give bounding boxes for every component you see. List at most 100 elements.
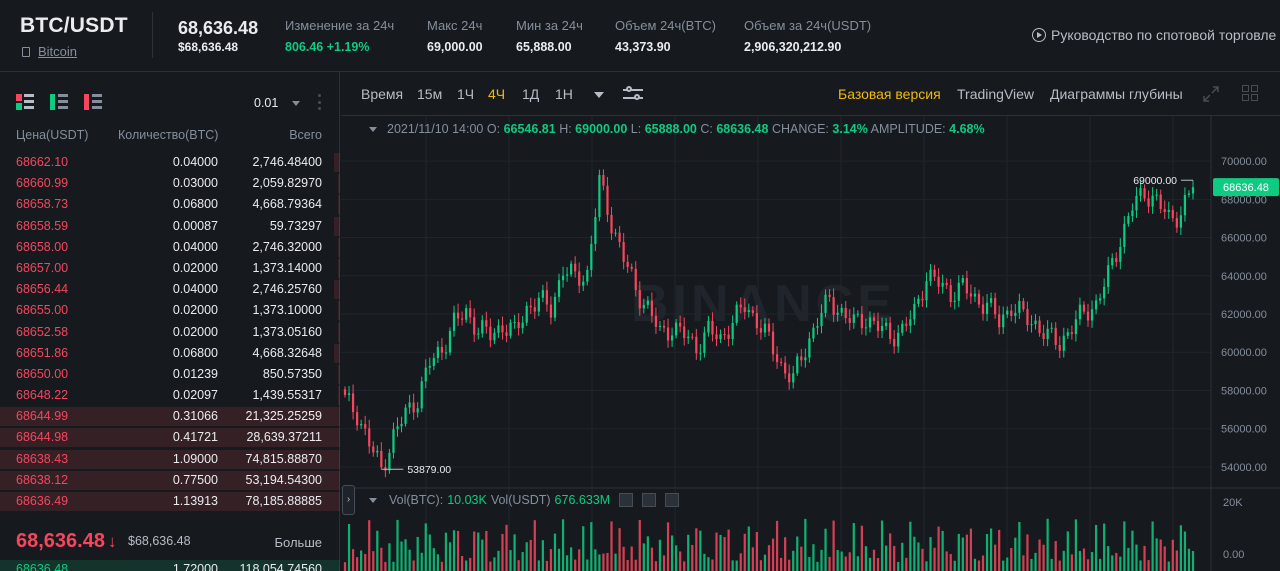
candle-body (675, 322, 678, 336)
volume-bar (1123, 521, 1126, 571)
ask-row[interactable]: 68644.99 0.31066 21,325.25259 (0, 406, 340, 427)
depth-bar (338, 174, 340, 194)
volume-bar (1038, 539, 1041, 571)
volume-bar (1131, 530, 1134, 571)
ohlc-low: 65888.00 (644, 122, 697, 136)
candle-body (941, 282, 944, 287)
volume-bar (634, 559, 637, 571)
volume-axis-label: 0.00 (1223, 549, 1244, 561)
ask-qty: 1.13913 (172, 494, 218, 508)
orderbook-asks-icon[interactable] (84, 94, 102, 110)
more-options-icon[interactable] (318, 94, 321, 110)
volume-bar (945, 551, 948, 571)
ask-row[interactable]: 68657.00 0.02000 1,373.14000 (0, 258, 340, 279)
volume-bar (1175, 550, 1178, 571)
spot-trading-guide-link[interactable]: Руководство по спотовой торговле (1032, 27, 1276, 43)
volume-bar (884, 545, 888, 571)
candle-body (953, 300, 956, 302)
volume-bar (889, 533, 892, 571)
ask-row[interactable]: 68656.44 0.04000 2,746.25760 (0, 279, 340, 300)
candle-body (848, 318, 851, 323)
candle-body (1131, 210, 1134, 217)
coin-info-link[interactable]: Bitcoin (22, 44, 77, 59)
interval-dropdown-icon[interactable] (594, 92, 604, 98)
candle-body (376, 450, 379, 453)
ask-row[interactable]: 68658.73 0.06800 4,668.79364 (0, 194, 340, 215)
ask-total: 2,746.25760 (252, 282, 322, 297)
orderbook-bids-icon[interactable] (50, 94, 68, 110)
candle-body (965, 278, 968, 294)
candle-body (452, 312, 456, 331)
ask-row[interactable]: 68648.22 0.02097 1,439.55317 (0, 385, 340, 406)
volume-bar (739, 553, 742, 571)
candle-body (351, 393, 355, 413)
ask-row[interactable]: 68652.58 0.02000 1,373.05160 (0, 322, 340, 343)
volume-bar (570, 547, 573, 571)
ask-row[interactable]: 68638.43 1.09000 74,815.88870 (0, 449, 340, 470)
volume-bar (537, 560, 540, 571)
ask-row[interactable]: 68658.59 0.00087 59.73297 (0, 216, 340, 237)
tab-15m[interactable]: 15м (417, 86, 443, 102)
volume-bar (396, 519, 399, 571)
expand-sidebar-icon[interactable]: › (342, 485, 355, 515)
settings-icon[interactable] (642, 493, 657, 507)
visibility-icon[interactable] (619, 493, 634, 507)
volume-bar (973, 558, 977, 571)
bid-row[interactable]: 68636.48 1.72000 118,054.74560 (0, 560, 340, 571)
tab-time[interactable]: Время (361, 86, 404, 102)
fullscreen-icon[interactable] (1203, 86, 1219, 102)
candle-body (646, 300, 649, 305)
volume-bar (1026, 534, 1029, 571)
ask-row[interactable]: 68650.00 0.01239 850.57350 (0, 364, 340, 385)
guide-label: Руководство по спотовой торговле (1051, 27, 1277, 43)
tab-tradingview[interactable]: TradingView (957, 86, 1035, 102)
orderbook-both-icon[interactable] (16, 94, 34, 110)
ask-row[interactable]: 68644.98 0.41721 28,639.37211 (0, 427, 340, 448)
volume-bar (985, 534, 989, 571)
ask-row[interactable]: 68658.00 0.04000 2,746.32000 (0, 237, 340, 258)
volume-bar (1179, 525, 1182, 571)
ask-row[interactable]: 68636.49 1.13913 78,185.88885 (0, 491, 340, 512)
ask-price: 68658.73 (16, 197, 69, 212)
depth-bar (338, 386, 340, 406)
ohlc-high: 69000.00 (575, 122, 628, 136)
candle-body (1050, 327, 1053, 329)
volume-bar (513, 534, 516, 571)
volume-bar (416, 536, 419, 571)
tab-depth-chart[interactable]: Диаграммы глубины (1050, 86, 1183, 102)
ask-row[interactable]: 68638.12 0.77500 53,194.54300 (0, 470, 340, 491)
more-link[interactable]: Больше (274, 535, 323, 550)
layout-grid-icon[interactable] (1242, 85, 1258, 101)
tab-basic-version[interactable]: Базовая версия (838, 86, 941, 102)
candle-body (372, 446, 375, 453)
tab-1h[interactable]: 1Ч (457, 86, 475, 102)
collapse-volume-icon[interactable] (369, 497, 377, 503)
tab-1d[interactable]: 1Д (522, 86, 540, 102)
volume-bar (1082, 548, 1086, 571)
ask-row[interactable]: 68655.00 0.02000 1,373.10000 (0, 300, 340, 321)
ask-price: 68644.98 (16, 430, 69, 445)
ask-row[interactable]: 68662.10 0.04000 2,746.48400 (0, 152, 340, 173)
collapse-legend-icon[interactable] (369, 127, 377, 133)
ask-row[interactable]: 68651.86 0.06800 4,668.32648 (0, 343, 340, 364)
candle-body (602, 174, 605, 186)
volume-bar (444, 532, 448, 571)
volume-bar (626, 560, 629, 571)
candle-body (949, 285, 952, 302)
candle-body (618, 232, 621, 242)
tab-4h[interactable]: 4Ч (488, 86, 506, 102)
tab-1w[interactable]: 1Н (555, 86, 573, 102)
price-chart[interactable]: BINANCE69000.0053879.0070000.0068000.006… (341, 116, 1280, 571)
chart-settings-icon[interactable] (623, 86, 643, 102)
candle-body (1119, 247, 1122, 262)
depth-bar (338, 364, 340, 384)
ask-row[interactable]: 68660.99 0.03000 2,059.82970 (0, 173, 340, 194)
precision-select[interactable]: 0.01 (254, 96, 301, 110)
close-icon[interactable] (665, 493, 680, 507)
volume-bar (1054, 541, 1057, 571)
candle-body (489, 326, 492, 341)
candle-body (493, 332, 496, 341)
candle-body (691, 336, 694, 338)
depth-bar (338, 258, 340, 278)
coin-name-link[interactable]: Bitcoin (38, 44, 78, 59)
